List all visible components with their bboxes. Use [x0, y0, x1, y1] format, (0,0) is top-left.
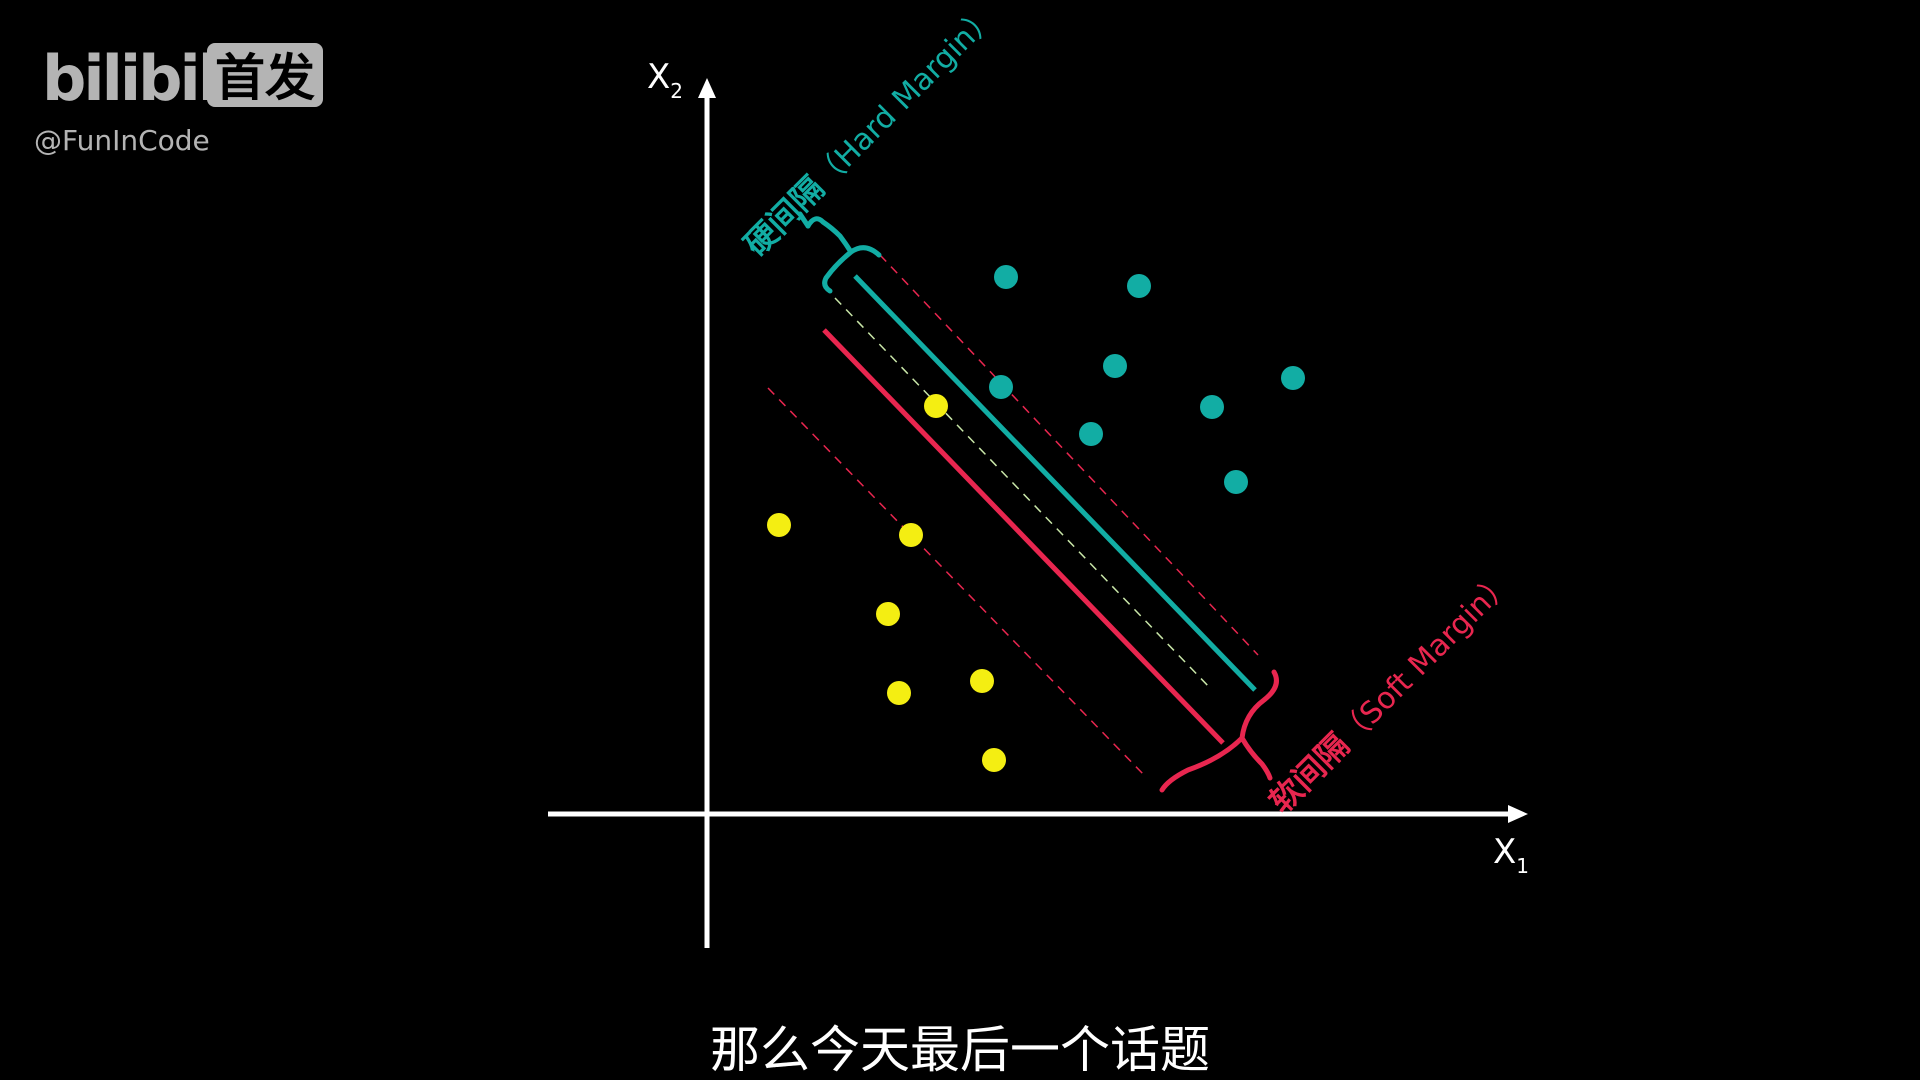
class-a-point [1224, 470, 1248, 494]
bilibili-watermark: bilibili 首发 [42, 42, 323, 115]
decision-boundary-center [834, 297, 1213, 691]
uploader-handle: @FunInCode [34, 124, 210, 157]
soft-margin-lower-dashed [767, 387, 1146, 777]
axes: X1 X2 [548, 57, 1529, 948]
y-axis-label: X2 [647, 57, 683, 103]
class-a-point [994, 265, 1018, 289]
class-b-point [970, 669, 994, 693]
class-a-point [1127, 274, 1151, 298]
hard-margin-brace [805, 216, 882, 294]
x-axis-arrow [1508, 805, 1528, 823]
y-axis-arrow [698, 78, 716, 98]
hard-margin-upper-dashed [879, 254, 1259, 656]
class-b-point [924, 394, 948, 418]
class-b-point [876, 602, 900, 626]
margin-lines [767, 254, 1259, 777]
subtitle-caption: 那么今天最后一个话题 [710, 1021, 1210, 1079]
hard-margin-brace-tip [797, 211, 811, 229]
premiere-badge: 首发 [215, 49, 315, 107]
class-a-point [1079, 422, 1103, 446]
class-a-point [1200, 395, 1224, 419]
class-a-point [1281, 366, 1305, 390]
bilibili-logo: bilibili [42, 42, 234, 115]
class-a-points [989, 265, 1305, 494]
hard-margin-label: 硬间隔（Hard Margin） [737, 0, 1004, 264]
x-axis-label: X1 [1493, 832, 1529, 878]
class-b-point [887, 681, 911, 705]
class-b-points [767, 394, 1006, 772]
class-b-point [982, 748, 1006, 772]
soft-margin-line [822, 328, 1225, 745]
premiere-badge-bg [207, 43, 323, 107]
soft-margin-label: 软间隔（Soft Margin） [1262, 562, 1520, 820]
class-a-point [989, 375, 1013, 399]
hard-margin-line [853, 274, 1257, 692]
class-b-point [899, 523, 923, 547]
class-a-point [1103, 354, 1127, 378]
class-b-point [767, 513, 791, 537]
soft-margin-brace [1159, 669, 1279, 793]
